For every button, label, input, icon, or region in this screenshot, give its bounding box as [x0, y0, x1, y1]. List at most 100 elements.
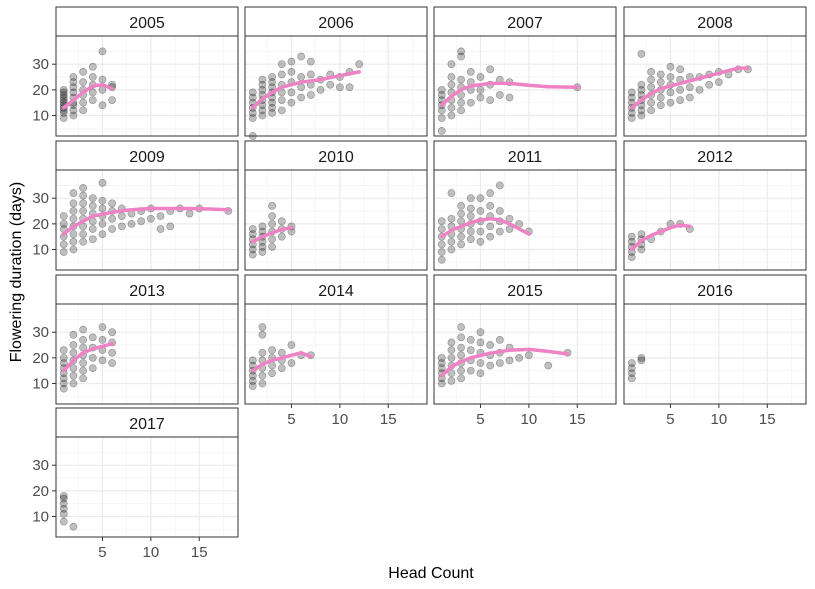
facet-strip-label: 2013	[129, 283, 165, 300]
data-point	[457, 106, 466, 115]
data-point	[447, 111, 456, 120]
data-point	[79, 237, 88, 246]
data-point	[268, 73, 277, 81]
data-point	[79, 359, 88, 367]
data-point	[437, 359, 446, 367]
data-point	[108, 328, 117, 337]
data-point	[637, 111, 646, 120]
facet-strip-label: 2007	[507, 15, 543, 32]
panel-border	[623, 169, 807, 271]
data-point	[447, 353, 456, 362]
data-point	[627, 369, 636, 378]
data-point	[457, 366, 466, 375]
data-point	[457, 201, 466, 210]
data-point	[137, 217, 146, 226]
data-point	[108, 359, 117, 367]
data-point	[306, 70, 315, 79]
facet-panel-2016: 2016 5 10 15	[623, 274, 807, 428]
x-tick-label: 10	[521, 411, 538, 428]
data-point	[457, 374, 466, 383]
data-point	[69, 83, 78, 92]
facet-panel-2009: 2009 10 20 30	[32, 140, 239, 271]
data-point	[637, 230, 646, 239]
plot-background	[624, 304, 806, 404]
data-point	[59, 379, 68, 388]
data-point	[88, 88, 97, 97]
data-point	[69, 214, 78, 223]
data-point	[666, 62, 675, 71]
data-point	[69, 245, 78, 254]
data-point	[457, 351, 466, 360]
data-point	[117, 212, 126, 221]
data-point	[676, 96, 685, 105]
data-point	[69, 348, 78, 357]
facet-strip	[244, 140, 428, 171]
data-point	[447, 214, 456, 223]
facet-strip-label: 2014	[318, 283, 354, 300]
data-point	[98, 204, 107, 213]
data-point	[258, 248, 267, 256]
data-point	[98, 47, 107, 56]
data-point	[515, 353, 524, 362]
data-point	[258, 371, 267, 380]
data-point	[544, 361, 553, 370]
plot-background	[245, 36, 427, 136]
data-point	[258, 101, 267, 110]
data-point	[248, 250, 257, 259]
data-point	[486, 222, 495, 231]
data-point	[495, 359, 504, 367]
facet-panel-2017: 2017 10 20 30 5 10 15	[32, 407, 239, 561]
data-point	[79, 67, 88, 76]
data-point	[437, 364, 446, 373]
data-point	[98, 75, 107, 84]
data-point	[437, 126, 446, 135]
data-point	[146, 214, 155, 223]
data-point	[457, 47, 466, 56]
data-point	[88, 194, 97, 203]
panel-border	[433, 169, 617, 271]
data-point	[268, 369, 277, 378]
data-point	[156, 225, 165, 233]
x-tick-label: 5	[666, 411, 674, 428]
panel-border	[623, 35, 807, 137]
data-point	[486, 341, 495, 349]
data-point	[59, 494, 68, 503]
data-point	[447, 237, 456, 246]
facet-strip	[55, 140, 239, 171]
data-point	[59, 93, 68, 102]
data-point	[108, 96, 117, 105]
data-point	[88, 353, 97, 362]
data-point	[627, 359, 636, 367]
data-point	[287, 57, 296, 66]
x-axis-title: Head Count	[388, 565, 474, 582]
data-point	[476, 237, 485, 246]
data-point	[627, 237, 636, 246]
plot-background	[56, 437, 238, 537]
y-tick-label: 30	[32, 457, 49, 474]
facet-strip-label: 2016	[697, 283, 733, 300]
y-axis-title: Flowering duration (days)	[8, 182, 25, 363]
data-point	[466, 98, 475, 107]
data-point	[457, 52, 466, 61]
data-point	[476, 85, 485, 94]
data-point	[437, 91, 446, 99]
data-point	[476, 93, 485, 102]
data-point	[248, 88, 257, 97]
x-tick-label: 10	[143, 544, 160, 561]
panel-border	[244, 303, 428, 405]
data-point	[268, 346, 277, 355]
trend-line	[250, 350, 313, 373]
facet-panel-2015: 2015 5 10 15	[433, 274, 617, 428]
data-point	[248, 356, 257, 365]
data-point	[287, 67, 296, 76]
data-point	[437, 353, 446, 362]
data-point	[627, 232, 636, 241]
data-point	[69, 364, 78, 373]
plot-background	[624, 36, 806, 136]
data-point	[268, 98, 277, 107]
facet-strip-label: 2008	[697, 15, 733, 32]
trend-line	[61, 82, 114, 110]
data-point	[466, 235, 475, 244]
data-point	[79, 366, 88, 375]
data-point	[277, 364, 286, 373]
